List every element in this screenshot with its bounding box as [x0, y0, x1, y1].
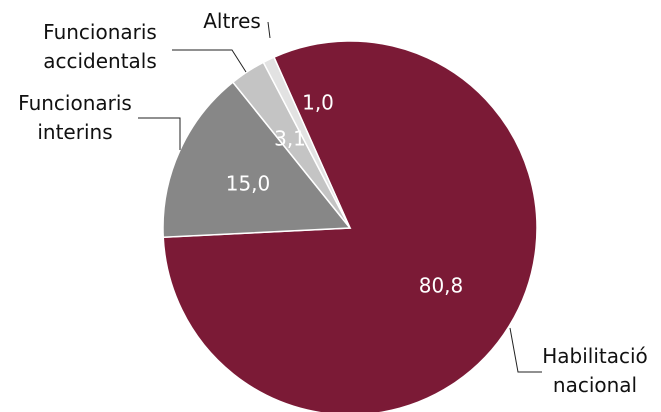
category-line: accidentals [43, 49, 157, 73]
pie-slice [262, 56, 351, 229]
category-line: Funcionaris [43, 20, 157, 44]
leader-line [138, 117, 181, 150]
category-label: Habilitació nacional [542, 344, 648, 397]
value-label: 80,8 [419, 274, 464, 298]
category-line: nacional [553, 373, 637, 397]
category-label: Funcionaris interins [18, 91, 132, 144]
value-label: 1,0 [302, 91, 334, 115]
pie-slice [162, 81, 352, 239]
category-line: Altres [203, 9, 261, 33]
leader-line [172, 49, 247, 73]
leader-line [267, 21, 271, 39]
category-label: Altres [203, 9, 261, 33]
value-label: 3,1 [274, 127, 306, 151]
category-line: interins [37, 120, 112, 144]
value-label: 15,0 [226, 172, 271, 196]
category-line: Habilitació [542, 344, 648, 368]
leader-line [509, 327, 542, 373]
category-line: Funcionaris [18, 91, 132, 115]
category-label: Funcionaris accidentals [43, 20, 157, 73]
